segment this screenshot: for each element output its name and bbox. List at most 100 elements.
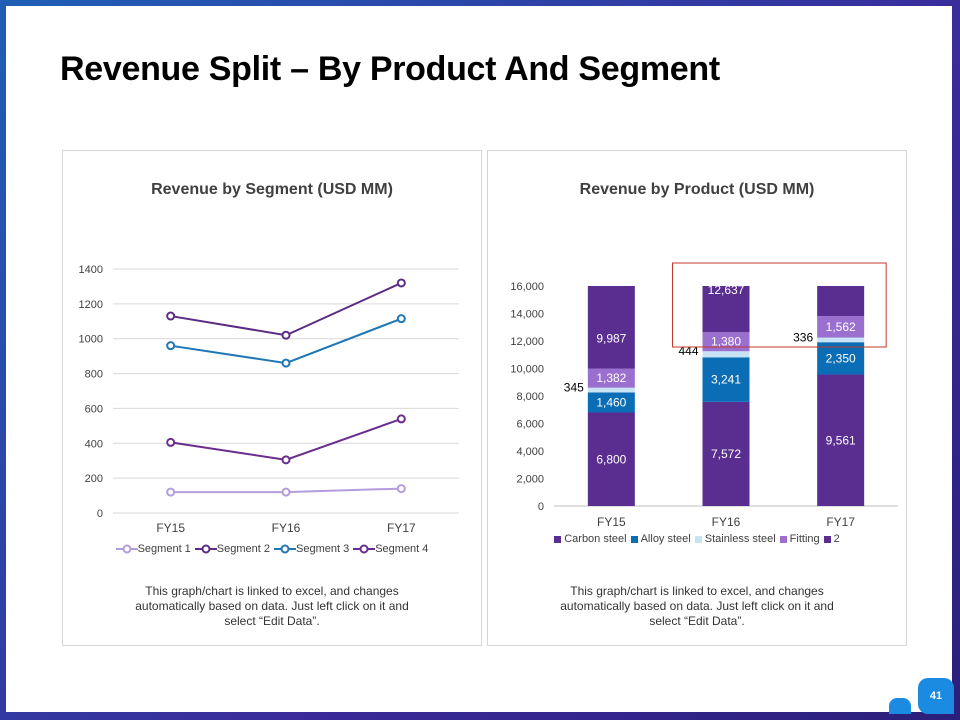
product-chart-legend: Carbon steel Alloy steel Stainless steel Fi… [488,533,906,545]
legend-item: Segment 2 [194,543,270,555]
y-tick-label: 0 [97,508,103,520]
page-number-badge: 41 [918,678,954,714]
legend-marker-icon [353,544,376,554]
bar-data-label: 1,382 [596,371,626,385]
bar-data-label: 12,637 [708,283,745,297]
legend-label: Segment 2 [216,543,270,555]
segment-line-chart[interactable]: 0 200 400 600 800 1000 1200 1400 FY15 FY16 FY17 [63,151,481,645]
y-tick-label: 2,000 [516,474,544,486]
bar-segment-carbon-steel [587,412,635,506]
legend-swatch-icon [779,535,787,543]
bar-data-label: 13,808 [822,267,859,281]
x-tick-label: FY16 [712,515,741,529]
data-point [166,487,176,497]
y-tick-label: 400 [85,438,103,450]
y-tick-label: 0 [538,501,544,513]
bar-segment-carbon-steel [702,401,750,506]
bar-segment-stainless-steel [587,387,635,393]
y-tick-label: 16,000 [510,281,544,293]
legend-label: Segment 1 [137,543,191,555]
bar-segment-carbon-steel [817,374,865,506]
y-tick-label: 1400 [79,264,103,276]
y-tick-label: 1000 [79,334,103,346]
product-chart-title: Revenue by Product (USD MM) [579,181,815,198]
legend-item: Carbon steel [554,533,627,545]
legend-swatch-icon [694,535,702,543]
legend-label: Segment 3 [296,543,350,555]
bar-data-label: 2,350 [826,351,856,365]
bar-data-label: 7,572 [711,447,741,461]
x-tick-label: FY15 [597,515,626,529]
series-line-4 [170,417,402,461]
legend-label: 2 [833,533,840,545]
y-tick-label: 10,000 [510,364,544,376]
y-tick-label: 12,000 [510,336,544,348]
product-chart-caption: This graph/chart is linked to excel, and… [560,584,834,628]
legend-label: Carbon steel [564,533,627,545]
legend-item: 2 [823,533,840,545]
bar-segment-fitting [702,332,750,352]
bar-segment-alloy-steel [702,357,750,402]
bar-segment-alloy-steel [587,392,635,413]
legend-label: Stainless steel [704,533,776,545]
legend-swatch-icon [554,535,562,543]
segment-chart-title: Revenue by Segment (USD MM) [151,181,393,198]
slide-title: Revenue Split – By Product And Segment [60,50,720,88]
y-tick-label: 600 [85,403,103,415]
x-tick-label: FY16 [272,521,301,535]
bar-segment-series-2 [587,286,635,369]
legend-item: Segment 4 [353,543,428,555]
legend-marker-icon [274,544,296,554]
data-point [166,311,176,321]
legend-swatch-icon [823,535,831,543]
highlight-box [672,262,887,348]
bar-data-label: 3,241 [711,373,741,387]
legend-label: Fitting [789,533,820,545]
legend-item: Segment 3 [274,543,349,555]
data-point [281,455,291,465]
product-chart-panel[interactable]: Revenue by Product (USD MM) 0 2,000 4,000 6… [487,150,907,646]
data-point [166,341,176,351]
bar-data-label: 1,460 [596,395,626,409]
segment-chart-legend: Segment 1 Segment 2 Segment 3 Segment 4 [63,543,481,555]
bar-data-label: 444 [678,344,698,358]
bar-data-label: 336 [793,331,813,345]
bar-segment-stainless-steel [702,351,750,358]
y-tick-label: 800 [85,369,103,381]
x-tick-label: FY17 [387,521,416,535]
bar-data-label: 1,562 [826,320,856,334]
bar-segment-series-2 [702,286,750,333]
segment-chart-caption: This graph/chart is linked to excel, and… [135,584,409,628]
data-point [281,487,291,497]
y-tick-label: 6,000 [516,419,544,431]
data-point [166,437,176,447]
legend-item: Alloy steel [630,533,691,545]
bar-data-label: 9,987 [596,332,626,346]
page-badge-tab [889,698,911,714]
legend-marker-icon [194,544,217,554]
legend-label: Alloy steel [640,533,691,545]
series-line-3 [170,317,402,365]
product-bar-chart[interactable]: 0 2,000 4,000 6,000 8,000 10,000 12,000 14,000 1… [488,151,906,645]
legend-label: Segment 4 [375,543,429,555]
legend-item: Fitting [779,533,820,545]
data-point [281,330,291,340]
data-point [396,314,406,324]
data-point [396,278,406,288]
x-tick-label: FY17 [826,515,855,529]
bar-segment-alloy-steel [817,342,865,375]
bar-segment-series-2 [817,286,865,317]
segment-chart-panel[interactable]: Revenue by Segment (USD MM) 0 200 400 600 80… [62,150,482,646]
bar-segment-fitting [587,368,635,388]
legend-item: Segment 1 [115,543,191,555]
bar-data-label: 9,561 [826,433,856,447]
y-tick-label: 4,000 [516,446,544,458]
data-point [281,358,291,368]
bar-data-label: 6,800 [596,452,626,466]
bar-segment-fitting [817,316,865,338]
bar-data-label: 345 [564,381,584,395]
y-tick-label: 1200 [79,299,103,311]
y-tick-label: 200 [85,473,103,485]
legend-swatch-icon [630,535,638,543]
bar-segment-stainless-steel [817,337,865,343]
